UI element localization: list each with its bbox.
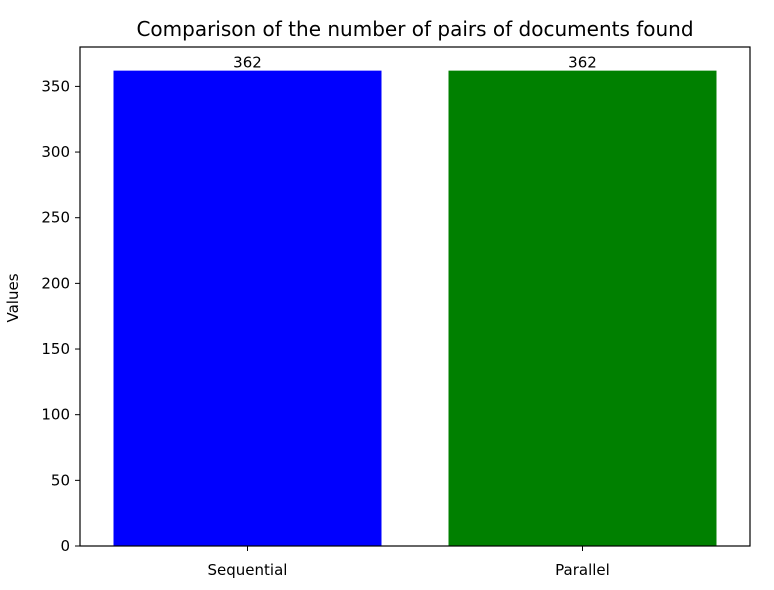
bar-parallel: [448, 70, 717, 546]
y-tick-label-350: 350: [41, 77, 70, 95]
plot-frame: [79, 46, 751, 547]
bar-sequential: [113, 70, 382, 546]
y-tick-label-300: 300: [41, 143, 70, 161]
bar-value-label-sequential: 362: [233, 54, 262, 72]
y-axis-label: Values: [4, 273, 22, 322]
bars-layer: [113, 70, 717, 546]
y-tick-label-50: 50: [51, 471, 70, 489]
x-tick-label-sequential: Sequential: [208, 561, 288, 579]
y-tick-label-250: 250: [41, 209, 70, 227]
x-axis-ticks: Sequential Parallel: [208, 546, 610, 579]
y-tick-label-200: 200: [41, 274, 70, 292]
x-tick-label-parallel: Parallel: [555, 561, 610, 579]
y-axis-ticks: 0 50 100 150 200 250 300 350: [41, 77, 80, 555]
chart-title: Comparison of the number of pairs of doc…: [136, 17, 693, 41]
bar-value-label-parallel: 362: [568, 54, 597, 72]
y-tick-label-100: 100: [41, 406, 70, 424]
y-tick-label-0: 0: [60, 537, 70, 555]
bar-labels-layer: 362 362: [233, 54, 597, 72]
y-tick-label-150: 150: [41, 340, 70, 358]
